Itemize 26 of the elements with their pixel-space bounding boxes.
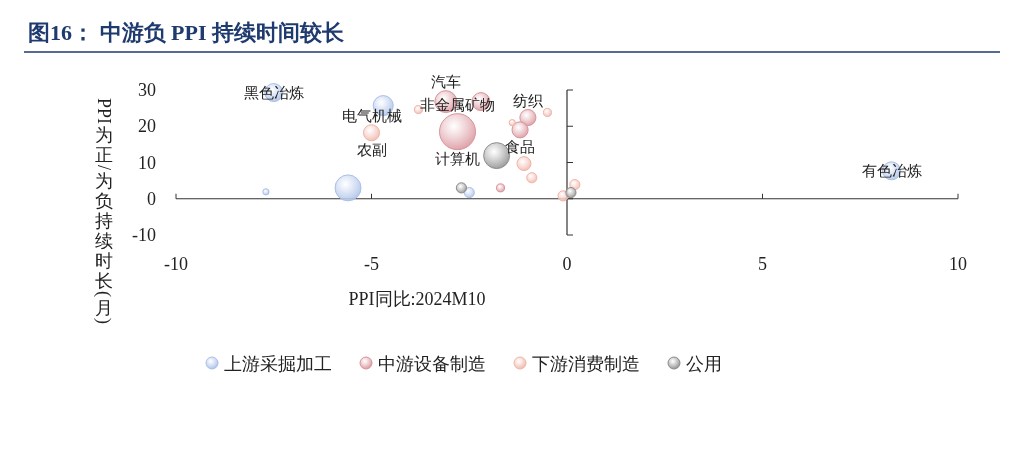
- x-axis-title: PPI同比:2024M10: [348, 289, 486, 309]
- annotation: 电气机械: [341, 107, 402, 124]
- annotation: 农副: [356, 141, 387, 158]
- annotation: 非金属矿物: [420, 96, 496, 113]
- legend-label: 上游采掘加工: [224, 354, 332, 374]
- x-tick-label: -5: [364, 254, 379, 274]
- legend-label: 下游消费制造: [532, 354, 640, 374]
- legend-label: 中游设备制造: [378, 354, 486, 374]
- x-tick-label: 0: [562, 254, 572, 274]
- annotation: 汽车: [430, 73, 461, 90]
- y-tick-label: 0: [147, 188, 156, 209]
- x-tick-label: -10: [164, 254, 188, 274]
- x-tick-label: 5: [758, 254, 767, 274]
- legend-label: 公用: [686, 354, 722, 374]
- y-tick-label: 20: [138, 116, 156, 137]
- y-tick-label: -10: [132, 225, 156, 245]
- annotation: 纺织: [512, 92, 543, 109]
- annotation: 计算机: [435, 150, 481, 167]
- y-tick-label: 30: [138, 80, 156, 100]
- y-tick-label: 10: [138, 152, 156, 173]
- x-tick-label: 10: [949, 254, 967, 274]
- annotation: 黑色冶炼: [243, 84, 304, 101]
- chart-title: 图16： 中游负 PPI 持续时间较长: [28, 20, 345, 45]
- ylabel: PPI为正/为负持续时长(月): [94, 98, 114, 325]
- annotation: 食品: [505, 138, 536, 155]
- annotation: 有色冶炼: [861, 162, 922, 179]
